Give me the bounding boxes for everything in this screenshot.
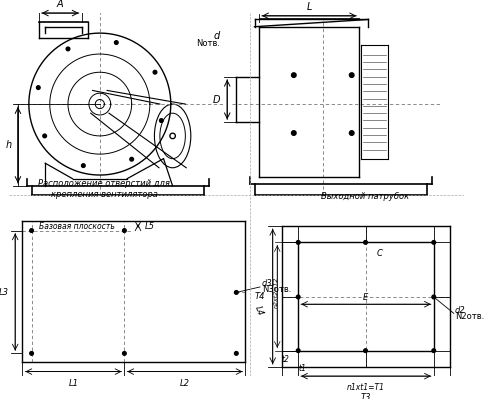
Circle shape: [350, 73, 354, 77]
Circle shape: [43, 134, 46, 138]
Circle shape: [364, 241, 368, 244]
Text: L1: L1: [68, 379, 78, 388]
Circle shape: [292, 131, 296, 135]
Circle shape: [432, 295, 436, 299]
Text: E: E: [363, 292, 368, 302]
Text: N2отв.: N2отв.: [454, 312, 484, 322]
Text: T4: T4: [255, 292, 266, 302]
Text: Nотв.: Nотв.: [196, 39, 220, 47]
Circle shape: [122, 229, 126, 232]
Text: D: D: [212, 95, 220, 105]
Text: L4: L4: [252, 304, 264, 317]
Text: t2: t2: [282, 355, 290, 364]
Circle shape: [160, 119, 163, 122]
Circle shape: [30, 229, 34, 232]
Circle shape: [66, 47, 70, 51]
Circle shape: [296, 295, 300, 299]
Text: L2: L2: [180, 379, 190, 388]
Text: d: d: [214, 31, 220, 41]
Circle shape: [114, 41, 118, 44]
Text: L: L: [306, 2, 312, 12]
Text: T3: T3: [360, 393, 371, 399]
Text: A: A: [56, 0, 63, 10]
Circle shape: [30, 352, 34, 355]
Text: d3: d3: [262, 279, 272, 288]
Circle shape: [350, 131, 354, 135]
Text: t1: t1: [299, 364, 306, 373]
Text: d2: d2: [454, 306, 466, 315]
Circle shape: [36, 86, 40, 89]
Circle shape: [364, 349, 368, 352]
Circle shape: [234, 352, 238, 355]
Circle shape: [296, 349, 300, 352]
Circle shape: [130, 158, 134, 161]
Text: Базовая плоскость: Базовая плоскость: [39, 221, 115, 231]
Text: N3отв.: N3отв.: [262, 285, 291, 294]
Text: n2xt2=T2: n2xt2=T2: [274, 277, 279, 308]
Circle shape: [234, 290, 238, 294]
Text: Расположение отверстий для
крепления вентилятора: Расположение отверстий для крепления вен…: [38, 179, 170, 199]
Text: C: C: [376, 249, 382, 258]
Text: Выходной патрубок: Выходной патрубок: [322, 192, 410, 201]
Circle shape: [172, 134, 174, 137]
Text: L5: L5: [144, 221, 154, 231]
Text: n1xt1=T1: n1xt1=T1: [346, 383, 385, 393]
Circle shape: [296, 241, 300, 244]
Circle shape: [170, 133, 175, 138]
Circle shape: [432, 349, 436, 352]
Text: h: h: [6, 140, 12, 150]
Text: L3: L3: [0, 288, 9, 297]
Circle shape: [292, 73, 296, 77]
Circle shape: [153, 70, 157, 74]
Circle shape: [432, 241, 436, 244]
Circle shape: [122, 352, 126, 355]
Circle shape: [82, 164, 85, 168]
